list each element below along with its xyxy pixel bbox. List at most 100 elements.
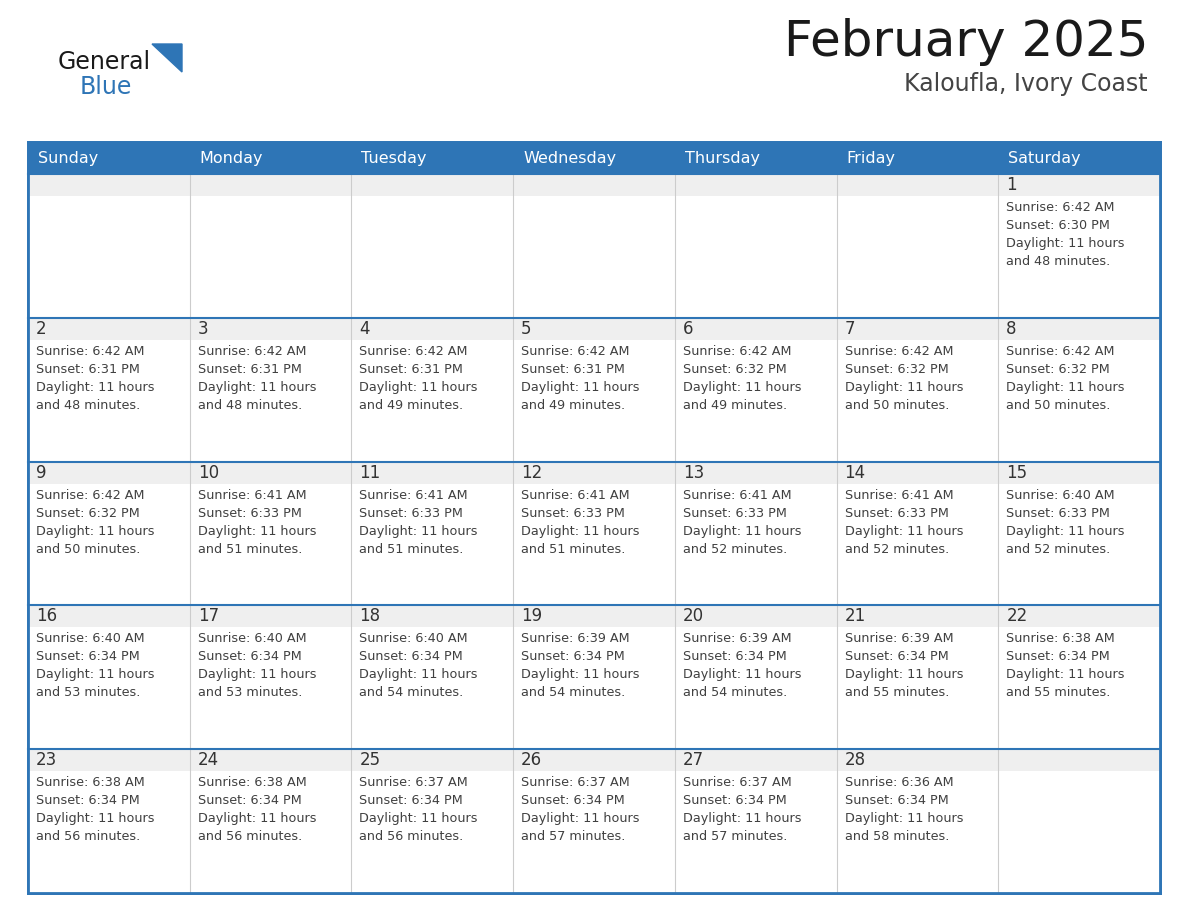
- Text: Sunrise: 6:42 AM
Sunset: 6:31 PM
Daylight: 11 hours
and 48 minutes.: Sunrise: 6:42 AM Sunset: 6:31 PM Dayligh…: [36, 345, 154, 412]
- FancyBboxPatch shape: [836, 462, 998, 605]
- Text: Sunrise: 6:39 AM
Sunset: 6:34 PM
Daylight: 11 hours
and 55 minutes.: Sunrise: 6:39 AM Sunset: 6:34 PM Dayligh…: [845, 633, 963, 700]
- FancyBboxPatch shape: [998, 142, 1159, 174]
- FancyBboxPatch shape: [998, 605, 1159, 627]
- Text: 2: 2: [36, 319, 46, 338]
- FancyBboxPatch shape: [29, 174, 190, 196]
- Text: General: General: [58, 50, 151, 74]
- Text: Sunrise: 6:42 AM
Sunset: 6:31 PM
Daylight: 11 hours
and 48 minutes.: Sunrise: 6:42 AM Sunset: 6:31 PM Dayligh…: [197, 345, 316, 412]
- Text: 26: 26: [522, 751, 542, 769]
- FancyBboxPatch shape: [675, 142, 836, 174]
- Text: 21: 21: [845, 608, 866, 625]
- FancyBboxPatch shape: [513, 318, 675, 340]
- Text: 12: 12: [522, 464, 543, 482]
- FancyBboxPatch shape: [352, 318, 513, 340]
- FancyBboxPatch shape: [675, 462, 836, 484]
- Text: 14: 14: [845, 464, 866, 482]
- Text: Sunrise: 6:36 AM
Sunset: 6:34 PM
Daylight: 11 hours
and 58 minutes.: Sunrise: 6:36 AM Sunset: 6:34 PM Dayligh…: [845, 777, 963, 844]
- Text: Monday: Monday: [200, 151, 264, 165]
- FancyBboxPatch shape: [836, 174, 998, 318]
- Text: 25: 25: [360, 751, 380, 769]
- Text: 1: 1: [1006, 176, 1017, 194]
- Text: Sunrise: 6:37 AM
Sunset: 6:34 PM
Daylight: 11 hours
and 57 minutes.: Sunrise: 6:37 AM Sunset: 6:34 PM Dayligh…: [522, 777, 639, 844]
- Text: 17: 17: [197, 608, 219, 625]
- FancyBboxPatch shape: [352, 462, 513, 605]
- Text: 5: 5: [522, 319, 532, 338]
- Text: Sunrise: 6:37 AM
Sunset: 6:34 PM
Daylight: 11 hours
and 57 minutes.: Sunrise: 6:37 AM Sunset: 6:34 PM Dayligh…: [683, 777, 802, 844]
- FancyBboxPatch shape: [352, 318, 513, 462]
- Text: Sunrise: 6:38 AM
Sunset: 6:34 PM
Daylight: 11 hours
and 55 minutes.: Sunrise: 6:38 AM Sunset: 6:34 PM Dayligh…: [1006, 633, 1125, 700]
- Text: Sunrise: 6:42 AM
Sunset: 6:32 PM
Daylight: 11 hours
and 50 minutes.: Sunrise: 6:42 AM Sunset: 6:32 PM Dayligh…: [845, 345, 963, 412]
- FancyBboxPatch shape: [513, 462, 675, 484]
- FancyBboxPatch shape: [513, 318, 675, 462]
- Text: 24: 24: [197, 751, 219, 769]
- Text: February 2025: February 2025: [784, 18, 1148, 66]
- Text: 10: 10: [197, 464, 219, 482]
- FancyBboxPatch shape: [352, 174, 513, 318]
- FancyBboxPatch shape: [29, 174, 190, 318]
- Text: Sunrise: 6:38 AM
Sunset: 6:34 PM
Daylight: 11 hours
and 56 minutes.: Sunrise: 6:38 AM Sunset: 6:34 PM Dayligh…: [197, 777, 316, 844]
- FancyBboxPatch shape: [998, 462, 1159, 484]
- Text: Sunrise: 6:40 AM
Sunset: 6:33 PM
Daylight: 11 hours
and 52 minutes.: Sunrise: 6:40 AM Sunset: 6:33 PM Dayligh…: [1006, 488, 1125, 555]
- FancyBboxPatch shape: [998, 318, 1159, 462]
- FancyBboxPatch shape: [836, 749, 998, 893]
- Text: Sunrise: 6:39 AM
Sunset: 6:34 PM
Daylight: 11 hours
and 54 minutes.: Sunrise: 6:39 AM Sunset: 6:34 PM Dayligh…: [683, 633, 802, 700]
- FancyBboxPatch shape: [29, 605, 190, 627]
- FancyBboxPatch shape: [190, 749, 352, 771]
- Text: 3: 3: [197, 319, 208, 338]
- Text: Wednesday: Wednesday: [523, 151, 617, 165]
- FancyBboxPatch shape: [836, 174, 998, 196]
- FancyBboxPatch shape: [998, 318, 1159, 340]
- FancyBboxPatch shape: [513, 605, 675, 627]
- FancyBboxPatch shape: [352, 749, 513, 771]
- FancyBboxPatch shape: [352, 142, 513, 174]
- FancyBboxPatch shape: [29, 749, 190, 771]
- FancyBboxPatch shape: [836, 318, 998, 340]
- Text: 4: 4: [360, 319, 369, 338]
- FancyBboxPatch shape: [513, 749, 675, 893]
- FancyBboxPatch shape: [836, 462, 998, 484]
- FancyBboxPatch shape: [675, 462, 836, 605]
- Text: Kaloufla, Ivory Coast: Kaloufla, Ivory Coast: [904, 72, 1148, 96]
- FancyBboxPatch shape: [190, 462, 352, 484]
- FancyBboxPatch shape: [675, 605, 836, 749]
- Text: 19: 19: [522, 608, 542, 625]
- Text: Sunrise: 6:42 AM
Sunset: 6:32 PM
Daylight: 11 hours
and 50 minutes.: Sunrise: 6:42 AM Sunset: 6:32 PM Dayligh…: [36, 488, 154, 555]
- FancyBboxPatch shape: [836, 749, 998, 771]
- Text: Sunrise: 6:42 AM
Sunset: 6:32 PM
Daylight: 11 hours
and 49 minutes.: Sunrise: 6:42 AM Sunset: 6:32 PM Dayligh…: [683, 345, 802, 412]
- Text: 28: 28: [845, 751, 866, 769]
- FancyBboxPatch shape: [352, 605, 513, 749]
- Text: Sunrise: 6:41 AM
Sunset: 6:33 PM
Daylight: 11 hours
and 51 minutes.: Sunrise: 6:41 AM Sunset: 6:33 PM Dayligh…: [522, 488, 639, 555]
- FancyBboxPatch shape: [998, 174, 1159, 318]
- FancyBboxPatch shape: [675, 605, 836, 627]
- Text: Sunrise: 6:40 AM
Sunset: 6:34 PM
Daylight: 11 hours
and 53 minutes.: Sunrise: 6:40 AM Sunset: 6:34 PM Dayligh…: [197, 633, 316, 700]
- Text: Friday: Friday: [847, 151, 896, 165]
- Text: Thursday: Thursday: [684, 151, 760, 165]
- Text: Sunrise: 6:41 AM
Sunset: 6:33 PM
Daylight: 11 hours
and 51 minutes.: Sunrise: 6:41 AM Sunset: 6:33 PM Dayligh…: [360, 488, 478, 555]
- Text: 8: 8: [1006, 319, 1017, 338]
- FancyBboxPatch shape: [29, 605, 190, 749]
- FancyBboxPatch shape: [352, 749, 513, 893]
- FancyBboxPatch shape: [998, 749, 1159, 893]
- Text: 27: 27: [683, 751, 704, 769]
- Text: Sunrise: 6:41 AM
Sunset: 6:33 PM
Daylight: 11 hours
and 52 minutes.: Sunrise: 6:41 AM Sunset: 6:33 PM Dayligh…: [845, 488, 963, 555]
- Text: Saturday: Saturday: [1009, 151, 1081, 165]
- Text: Sunrise: 6:42 AM
Sunset: 6:31 PM
Daylight: 11 hours
and 49 minutes.: Sunrise: 6:42 AM Sunset: 6:31 PM Dayligh…: [360, 345, 478, 412]
- FancyBboxPatch shape: [836, 605, 998, 749]
- FancyBboxPatch shape: [836, 605, 998, 627]
- Text: Sunrise: 6:41 AM
Sunset: 6:33 PM
Daylight: 11 hours
and 52 minutes.: Sunrise: 6:41 AM Sunset: 6:33 PM Dayligh…: [683, 488, 802, 555]
- Text: 11: 11: [360, 464, 380, 482]
- Text: Sunrise: 6:37 AM
Sunset: 6:34 PM
Daylight: 11 hours
and 56 minutes.: Sunrise: 6:37 AM Sunset: 6:34 PM Dayligh…: [360, 777, 478, 844]
- Text: Sunrise: 6:38 AM
Sunset: 6:34 PM
Daylight: 11 hours
and 56 minutes.: Sunrise: 6:38 AM Sunset: 6:34 PM Dayligh…: [36, 777, 154, 844]
- FancyBboxPatch shape: [190, 605, 352, 749]
- FancyBboxPatch shape: [836, 142, 998, 174]
- FancyBboxPatch shape: [675, 318, 836, 462]
- FancyBboxPatch shape: [190, 462, 352, 605]
- Text: 16: 16: [36, 608, 57, 625]
- FancyBboxPatch shape: [190, 142, 352, 174]
- FancyBboxPatch shape: [675, 749, 836, 893]
- FancyBboxPatch shape: [513, 749, 675, 771]
- FancyBboxPatch shape: [29, 462, 190, 484]
- Text: 13: 13: [683, 464, 704, 482]
- FancyBboxPatch shape: [352, 605, 513, 627]
- FancyBboxPatch shape: [513, 462, 675, 605]
